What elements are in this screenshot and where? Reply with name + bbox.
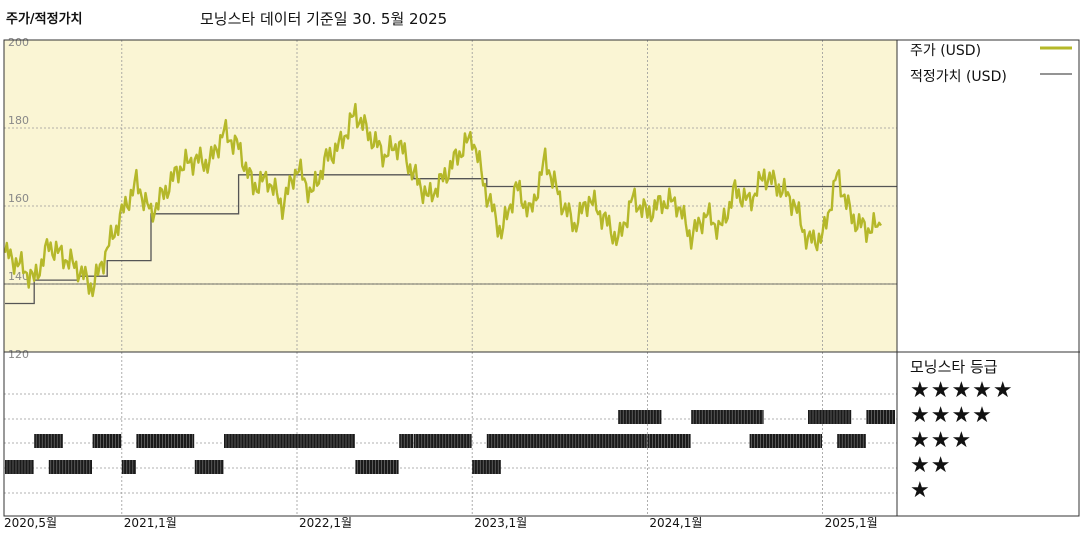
rating-bar <box>837 434 866 448</box>
chart-title: 주가/적정가치 <box>6 12 83 27</box>
y-tick-label: 200 <box>8 36 29 49</box>
rating-bar <box>5 460 34 474</box>
x-tick-label: 2020,5월 <box>4 516 58 530</box>
chart-frame <box>3 39 1080 517</box>
rating-bar <box>413 434 472 448</box>
rating-bar <box>472 460 501 474</box>
rating-bar <box>808 410 852 424</box>
rating-level-3-stars: ★★★ <box>910 428 973 453</box>
legend-fair-value-label: 적정가치 (USD) <box>910 69 1007 85</box>
x-tick-label: 2023,1월 <box>474 516 528 530</box>
rating-bar <box>691 410 764 424</box>
rating-section-title: 모닝스타 등급 <box>910 358 998 376</box>
x-tick-label: 2022,1월 <box>299 516 353 530</box>
price-panel-background <box>4 40 897 352</box>
rating-bar <box>355 460 399 474</box>
rating-bar <box>48 460 92 474</box>
y-tick-label: 180 <box>8 114 29 127</box>
legend-price-label: 주가 (USD) <box>910 43 982 59</box>
rating-bar <box>121 460 136 474</box>
rating-level-2-stars: ★★ <box>910 453 952 478</box>
rating-bar <box>866 410 895 424</box>
rating-bar <box>647 434 691 448</box>
rating-bar <box>749 434 822 448</box>
rating-bar <box>34 434 63 448</box>
price-line <box>3 102 882 298</box>
x-tick-label: 2021,1월 <box>123 516 177 530</box>
rating-level-4-stars: ★★★★ <box>910 403 993 428</box>
rating-bar <box>224 434 355 448</box>
rating-bar <box>136 434 195 448</box>
data-date-subtitle: 모닝스타 데이터 기준일 30. 5월 2025 <box>200 10 448 28</box>
rating-bar <box>618 410 662 424</box>
rating-level-5-stars: ★★★★★ <box>910 378 1014 403</box>
y-tick-label: 120 <box>8 348 29 361</box>
x-tick-label: 2025,1월 <box>824 516 878 530</box>
rating-bar <box>486 434 647 448</box>
rating-level-1-stars: ★ <box>910 478 931 503</box>
rating-bar <box>92 434 122 448</box>
y-tick-label: 160 <box>8 192 29 205</box>
rating-bar <box>194 460 224 474</box>
rating-bar <box>399 434 414 448</box>
x-tick-label: 2024,1월 <box>649 516 703 530</box>
